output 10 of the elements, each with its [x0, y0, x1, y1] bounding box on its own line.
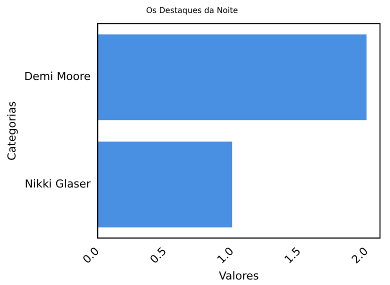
chart-title: Os Destaques da Noite [146, 6, 238, 15]
x-tick-label: 0.5 [147, 244, 170, 266]
x-tick-label: 1.0 [214, 244, 236, 266]
x-axis-title: Valores [218, 269, 260, 282]
y-tick-label: Demi Moore [24, 70, 91, 84]
x-tick-label: 0.0 [80, 244, 102, 266]
y-axis-title: Categorias [5, 100, 18, 160]
x-tick-label: 2.0 [349, 244, 371, 266]
y-tick-label: Nikki Glaser [24, 177, 92, 190]
x-tick-label: 1.5 [282, 244, 304, 266]
